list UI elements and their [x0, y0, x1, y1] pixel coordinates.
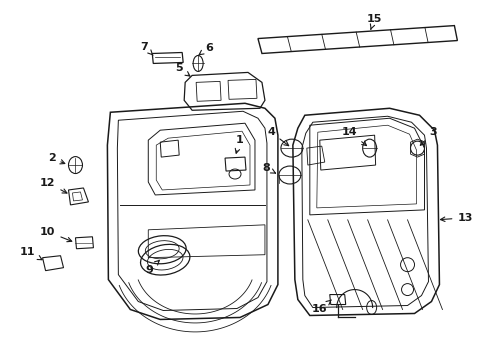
Text: 6: 6 [199, 42, 213, 55]
Text: 13: 13 [440, 213, 472, 223]
Polygon shape [258, 26, 456, 54]
Text: 7: 7 [140, 41, 153, 55]
Text: 15: 15 [366, 14, 382, 29]
Polygon shape [42, 256, 63, 271]
Text: 3: 3 [420, 127, 436, 145]
Text: 5: 5 [175, 63, 189, 76]
Polygon shape [68, 188, 88, 205]
Text: 9: 9 [145, 260, 159, 275]
Text: 2: 2 [48, 153, 64, 164]
Text: 10: 10 [40, 227, 72, 242]
Text: 12: 12 [40, 178, 67, 193]
Text: 8: 8 [262, 163, 275, 173]
Text: 1: 1 [235, 135, 244, 153]
Text: 4: 4 [266, 127, 288, 146]
Text: 11: 11 [20, 247, 42, 260]
Text: 16: 16 [311, 300, 331, 315]
Text: 14: 14 [341, 127, 366, 145]
